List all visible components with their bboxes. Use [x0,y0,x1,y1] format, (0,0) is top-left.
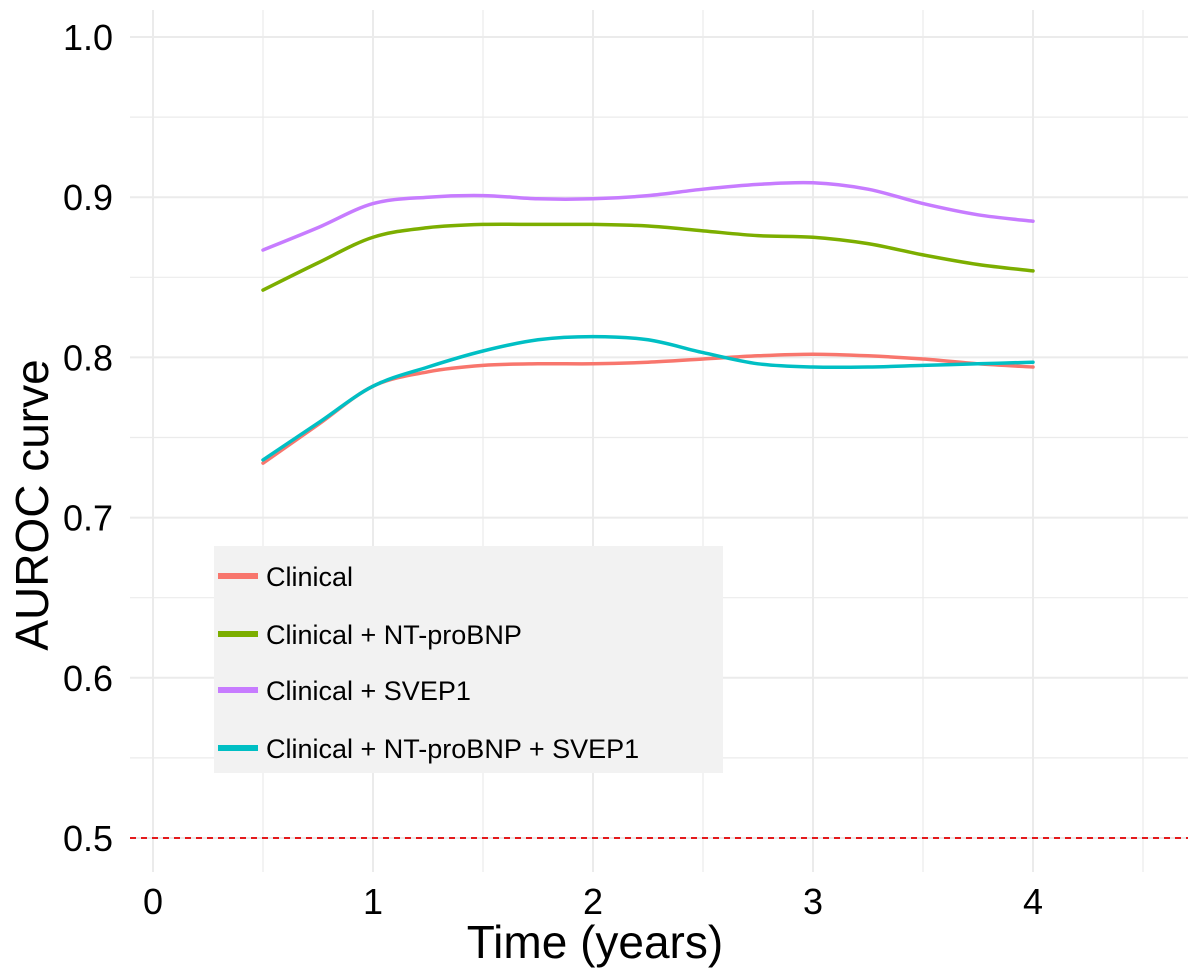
legend: Clinical Clinical + NT-proBNP Clinical + S… [214,546,723,773]
x-tick-label: 2 [583,881,603,922]
y-tick-label: 0.9 [63,177,113,218]
y-tick-label: 0.6 [63,658,113,699]
y-axis-ticks: 0.5 0.6 0.7 0.8 0.9 1.0 [63,17,113,859]
legend-label-2: Clinical + NT-proBNP [266,620,522,650]
x-axis-title: Time (years) [467,916,723,968]
x-tick-label: 3 [803,881,823,922]
series-line-4 [261,334,1035,462]
x-axis-ticks: 0 1 2 3 4 [143,881,1043,922]
x-tick-label: 1 [363,881,383,922]
legend-background [214,546,723,773]
y-tick-label: 1.0 [63,17,113,58]
series-line-3 [261,180,1035,252]
series-line-2 [261,222,1035,292]
series-line-1 [261,352,1035,465]
x-tick-label: 0 [143,881,163,922]
y-tick-label: 0.7 [63,498,113,539]
series-layer [261,180,1035,465]
y-axis-title: AUROC curve [6,359,58,650]
legend-label-4: Clinical + NT-proBNP + SVEP1 [266,734,639,764]
legend-label-1: Clinical [266,562,353,592]
y-tick-label: 0.5 [63,818,113,859]
y-tick-label: 0.8 [63,337,113,378]
x-tick-label: 4 [1023,881,1043,922]
legend-label-3: Clinical + SVEP1 [266,676,471,706]
